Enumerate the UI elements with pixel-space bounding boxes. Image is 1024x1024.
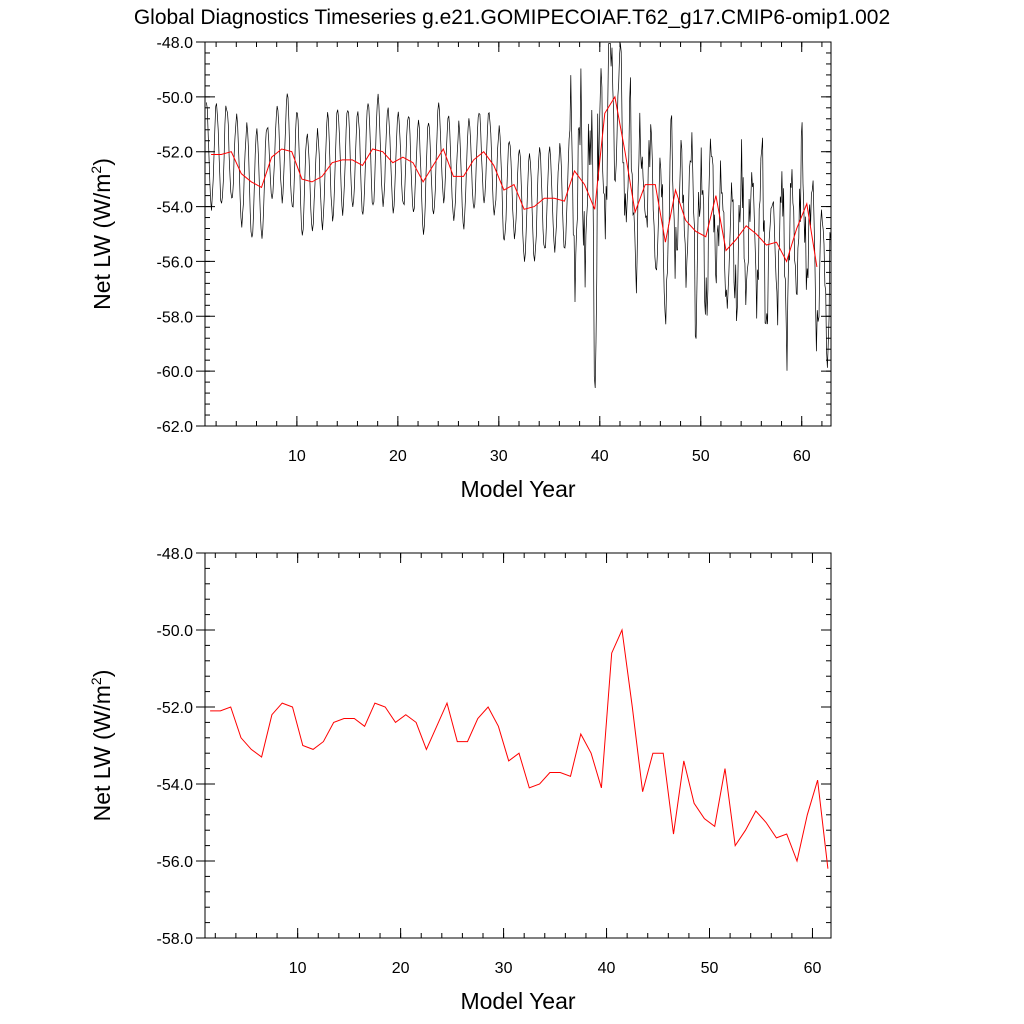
x-tick-label: 20 <box>392 960 410 977</box>
figure-title: Global Diagnostics Timeseries g.e21.GOMI… <box>134 6 890 29</box>
series-line-annual-mean <box>210 628 829 869</box>
x-tick-label: 40 <box>598 960 616 977</box>
x-tick-label: 10 <box>288 448 306 465</box>
series-line-monthly <box>206 43 832 389</box>
y-axis-label-superscript: 2 <box>88 166 104 174</box>
y-axis-label-superscript: 2 <box>88 677 104 685</box>
y-tick-label: -50.0 <box>157 90 194 107</box>
y-axis-label-close: ) <box>89 670 115 678</box>
y-tick-label: -62.0 <box>157 419 194 436</box>
y-axis-label: Net LW (W/m2) <box>88 158 115 310</box>
y-tick-label: -54.0 <box>157 200 194 217</box>
y-tick-label: -56.0 <box>157 254 194 271</box>
plot-frame <box>204 41 832 427</box>
y-tick-label: -48.0 <box>157 35 194 52</box>
y-axis-label: Net LW (W/m2) <box>88 670 115 822</box>
x-tick-label: 60 <box>804 960 822 977</box>
y-tick-label: -56.0 <box>157 854 194 871</box>
y-tick-label: -48.0 <box>157 546 194 563</box>
y-tick-label: -60.0 <box>157 364 194 381</box>
x-tick-label: 20 <box>389 448 407 465</box>
x-tick-label: 10 <box>289 960 307 977</box>
series-line-annual-mean <box>211 95 818 267</box>
y-tick-label: -58.0 <box>157 309 194 326</box>
x-tick-label: 30 <box>490 448 508 465</box>
x-tick-label: 60 <box>793 448 811 465</box>
y-axis-label-close: ) <box>89 158 115 166</box>
y-tick-label: -58.0 <box>157 931 194 948</box>
y-tick-label: -50.0 <box>157 623 194 640</box>
x-axis-label: Model Year <box>460 988 575 1014</box>
x-tick-label: 30 <box>495 960 513 977</box>
y-tick-label: -54.0 <box>157 777 194 794</box>
x-axis-label: Model Year <box>460 476 575 502</box>
chart-panel-top: 10 20 30 40 50 60 -62.0 -60.0 -58.0 -56.0 -54.0 -52… <box>88 35 832 502</box>
y-tick-label: -52.0 <box>157 700 194 717</box>
plot-frame <box>204 552 832 939</box>
x-tick-label: 50 <box>701 960 719 977</box>
y-axis-label-text: Net LW (W/m <box>89 685 115 821</box>
y-axis-label-text: Net LW (W/m <box>89 174 115 310</box>
y-tick-label: -52.0 <box>157 145 194 162</box>
chart-panel-bottom: 10 20 30 40 50 60 -58.0 -56.0 -54.0 -52.0 -50.0 -48… <box>88 546 832 1014</box>
x-tick-label: 40 <box>591 448 609 465</box>
x-tick-label: 50 <box>692 448 710 465</box>
